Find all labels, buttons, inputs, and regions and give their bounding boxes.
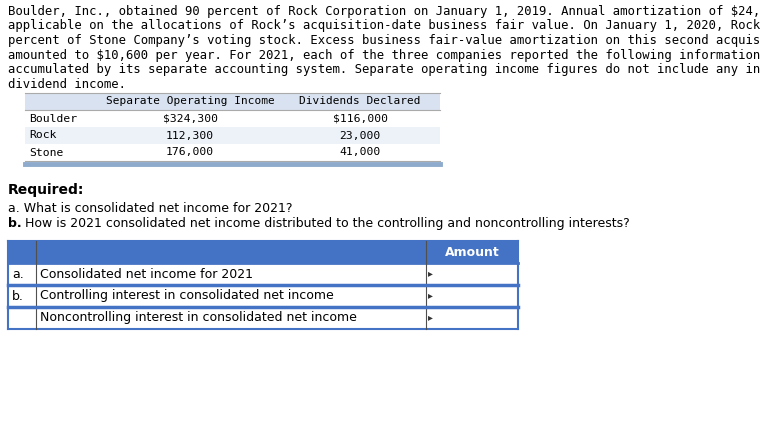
Text: $324,300: $324,300 (163, 113, 217, 123)
Text: 112,300: 112,300 (166, 130, 214, 140)
Text: ▸: ▸ (428, 290, 433, 300)
Text: 176,000: 176,000 (166, 148, 214, 158)
Text: Separate Operating Income: Separate Operating Income (106, 97, 274, 107)
Text: accumulated by its separate accounting system. Separate operating income figures: accumulated by its separate accounting s… (8, 63, 760, 76)
Bar (8, 307, 518, 329)
Text: Stone: Stone (29, 148, 63, 158)
Bar (25, 110, 440, 127)
Text: 23,000: 23,000 (340, 130, 381, 140)
Bar (8, 263, 518, 285)
Text: Dividends Declared: Dividends Declared (299, 97, 421, 107)
Text: How is 2021 consolidated net income distributed to the controlling and noncontro: How is 2021 consolidated net income dist… (21, 217, 630, 230)
Bar (8, 241, 518, 263)
Bar (8, 285, 518, 307)
Text: dividend income.: dividend income. (8, 78, 126, 90)
Text: Controlling interest in consolidated net income: Controlling interest in consolidated net… (40, 290, 334, 303)
Text: b.: b. (12, 290, 24, 303)
Text: $116,000: $116,000 (333, 113, 388, 123)
Bar (25, 127, 440, 144)
Text: Boulder, Inc., obtained 90 percent of Rock Corporation on January 1, 2019. Annua: Boulder, Inc., obtained 90 percent of Ro… (8, 5, 760, 18)
Text: ▸: ▸ (428, 312, 433, 322)
Text: Consolidated net income for 2021: Consolidated net income for 2021 (40, 268, 253, 281)
Text: a. What is consolidated net income for 2021?: a. What is consolidated net income for 2… (8, 202, 293, 215)
Text: Rock: Rock (29, 130, 56, 140)
Text: Boulder: Boulder (29, 113, 77, 123)
Text: 41,000: 41,000 (340, 148, 381, 158)
Text: ▸: ▸ (428, 268, 433, 278)
Bar (25, 93, 440, 110)
Bar (25, 144, 440, 161)
Text: applicable on the allocations of Rock’s acquisition-date business fair value. On: applicable on the allocations of Rock’s … (8, 19, 760, 32)
Text: Required:: Required: (8, 183, 84, 197)
Text: percent of Stone Company’s voting stock. Excess business fair-value amortization: percent of Stone Company’s voting stock.… (8, 34, 760, 47)
Text: Amount: Amount (445, 246, 499, 259)
Text: a.: a. (12, 268, 24, 281)
Text: amounted to $10,600 per year. For 2021, each of the three companies reported the: amounted to $10,600 per year. For 2021, … (8, 48, 760, 61)
Text: b.: b. (8, 217, 21, 230)
Text: Noncontrolling interest in consolidated net income: Noncontrolling interest in consolidated … (40, 311, 357, 324)
